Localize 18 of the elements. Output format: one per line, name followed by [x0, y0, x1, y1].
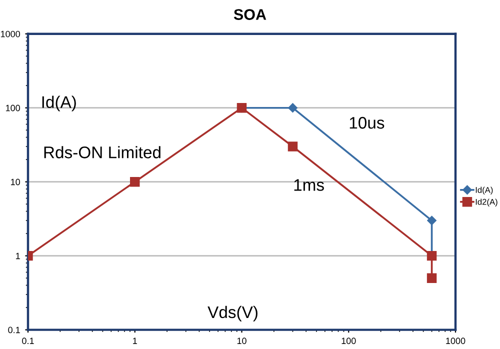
annotation: Rds-ON Limited — [44, 146, 160, 158]
y-tick-label: 0.1 — [8, 326, 20, 334]
y-tick-label: 100 — [6, 104, 20, 112]
x-tick-label: 0.1 — [22, 338, 34, 344]
x-tick-label: 1 — [133, 338, 137, 344]
legend-label: Id2(A) — [476, 198, 498, 206]
x-tick-label: 10 — [237, 338, 246, 344]
y-tick-label: 10 — [11, 178, 20, 186]
annotation: 10us — [350, 116, 384, 129]
legend-label: Id(A) — [476, 186, 493, 195]
annotation: 1ms — [294, 179, 324, 191]
y-tick-label: 1000 — [0, 30, 20, 38]
x-tick-label: 1000 — [446, 338, 466, 344]
y-axis-title: Id(A) — [42, 96, 76, 112]
y-tick-label: 1 — [16, 252, 20, 260]
x-tick-label: 100 — [342, 338, 356, 344]
x-axis-title: Vds(V) — [208, 306, 258, 322]
chart-title: SOA — [234, 9, 266, 20]
